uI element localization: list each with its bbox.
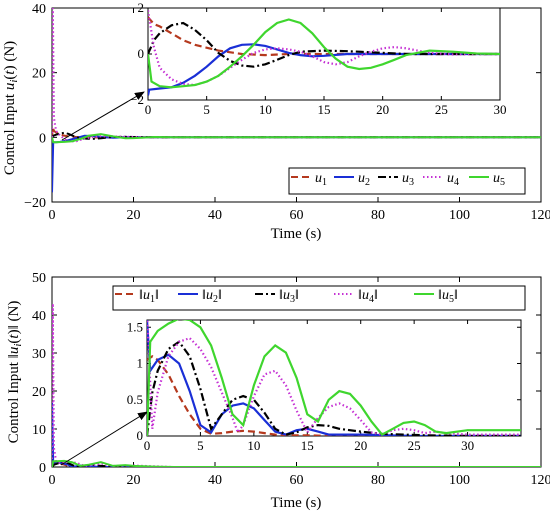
x-tick-label: 60 [290, 208, 304, 223]
x-tick-label: 120 [531, 208, 550, 223]
y-tick-label: 20 [32, 67, 46, 82]
inset-x-tick-label: 25 [435, 102, 448, 117]
inset-series-line-u4 [147, 320, 521, 436]
legend-label-u3: u3 [402, 171, 414, 188]
inset-series-line-u5 [148, 18, 500, 89]
inset-x-tick-label: 0 [144, 438, 151, 453]
y-axis-label: Control Input ui(t) (N) [2, 41, 20, 175]
x-tick-label: 100 [449, 473, 470, 488]
zoom-arrow [60, 411, 148, 466]
inset-x-tick-label: 15 [301, 438, 314, 453]
x-axis-label: Time (s) [271, 226, 322, 242]
series-group [52, 303, 541, 467]
y-tick-label: 0 [39, 461, 46, 476]
x-axis-label: Time (s) [271, 495, 322, 511]
inset-y-tick-label: 2 [138, 0, 145, 15]
y-tick-label: 40 [32, 309, 46, 324]
legend-label-u5: u5 [493, 171, 505, 188]
inset-y-tick-label: 0.5 [127, 392, 143, 407]
legend-label-u4: u4 [447, 171, 459, 188]
legend-label-u3: ‖u3‖ [279, 288, 299, 305]
y-tick-label: 20 [32, 385, 46, 400]
inset-x-tick-label: 10 [259, 102, 272, 117]
x-tick-label: 0 [49, 208, 56, 223]
series-line-u5 [52, 133, 541, 144]
inset-frame [146, 319, 522, 437]
y-tick-label: 50 [32, 271, 46, 286]
inset-x-tick-label: 30 [461, 438, 474, 453]
x-tick-label: 20 [127, 208, 141, 223]
x-tick-label: 100 [449, 208, 470, 223]
inset-y-tick-label: 0 [138, 46, 145, 61]
y-tick-label: 30 [32, 347, 46, 362]
legend-label-u4: ‖u4‖ [358, 288, 378, 305]
inset-x-tick-label: 10 [247, 438, 260, 453]
legend-label-u1: ‖u1‖ [139, 288, 159, 305]
x-tick-label: 80 [371, 208, 385, 223]
inset-x-tick-label: 25 [408, 438, 421, 453]
inset-y-tick-label: 1 [137, 356, 144, 371]
x-tick-label: 0 [49, 473, 56, 488]
inset-x-tick-label: 15 [318, 102, 331, 117]
inset-x-tick-label: 20 [376, 102, 389, 117]
series-line-u5 [52, 459, 541, 467]
inset-y-tick-label: −2 [130, 92, 144, 107]
x-tick-label: 80 [371, 473, 385, 488]
y-axis-label: Control Input ‖ui(t)‖ (N) [6, 301, 24, 444]
y-tick-label: 40 [32, 2, 46, 17]
inset-y-tick-label: 0 [137, 428, 144, 443]
x-tick-label: 60 [290, 473, 304, 488]
inset-y-tick-label: 1.5 [127, 319, 143, 334]
legend-label-u2: ‖u2‖ [202, 288, 222, 305]
inset-x-tick-label: 5 [203, 102, 210, 117]
inset-series-line-u5 [147, 320, 521, 436]
y-tick-label: −20 [24, 196, 46, 211]
x-tick-label: 20 [127, 473, 141, 488]
inset-series-line-u1 [148, 16, 500, 57]
legend-box [288, 167, 526, 195]
inset-x-tick-label: 5 [197, 438, 204, 453]
legend-box [112, 285, 526, 311]
x-tick-label: 120 [531, 473, 550, 488]
legend-label-u5: ‖u5‖ [438, 288, 458, 305]
y-tick-label: 10 [32, 423, 46, 438]
legend-label-u1: u1 [315, 171, 327, 188]
inset-series-line-u2 [147, 320, 521, 436]
inset-x-tick-label: 30 [494, 102, 507, 117]
y-tick-label: 0 [39, 131, 46, 146]
zoom-arrow [61, 91, 145, 141]
inset-series-line-u3 [148, 21, 500, 68]
x-tick-label: 40 [208, 473, 222, 488]
inset-series-group [148, 10, 500, 96]
inset-series-group [147, 320, 521, 436]
inset-series-line-u4 [148, 10, 500, 87]
inset-x-tick-label: 20 [354, 438, 367, 453]
inset-x-tick-label: 0 [145, 102, 152, 117]
x-tick-label: 40 [208, 208, 222, 223]
legend-label-u2: u2 [358, 171, 370, 188]
series-group [52, 8, 541, 193]
